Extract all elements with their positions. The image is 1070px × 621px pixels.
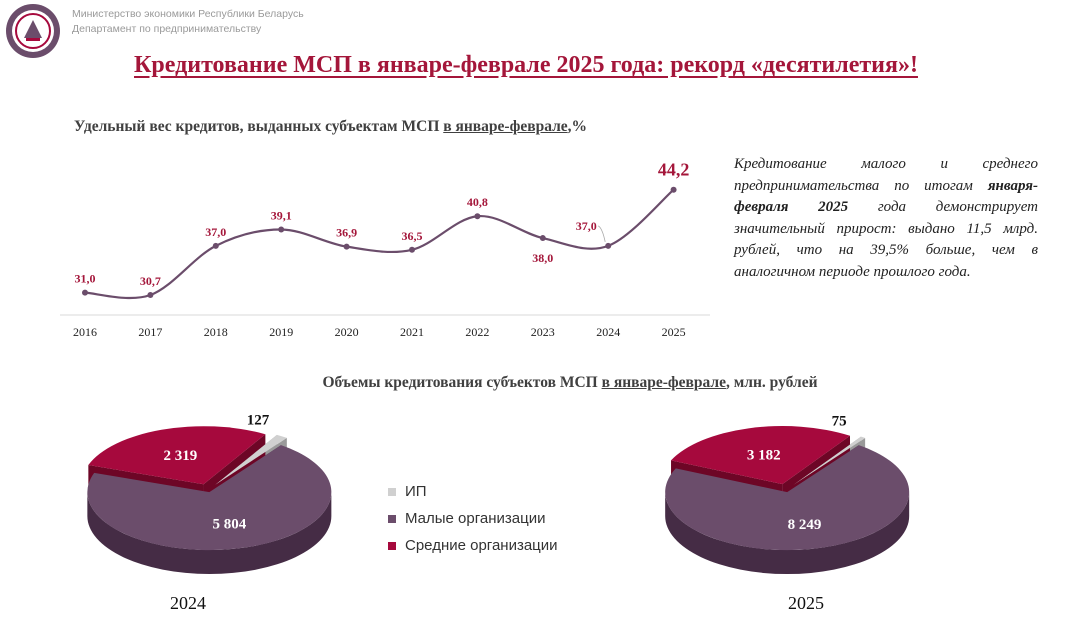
pie-legend: ИП Малые организации Средние организации <box>388 478 558 559</box>
summary-note: Кредитование малого и среднего предприни… <box>734 154 1038 283</box>
pie-value-label: 3 182 <box>747 447 781 463</box>
series-line <box>84 188 675 300</box>
pie-slice-top <box>215 434 287 485</box>
legend-item-small: Малые организации <box>388 505 558 532</box>
x-tick-label: 2017 <box>138 325 162 339</box>
data-label: 30,7 <box>140 274 161 288</box>
pie-slice-side <box>665 492 910 575</box>
data-point <box>474 213 481 220</box>
line-title-part-b: ,% <box>567 118 588 135</box>
legend-swatch-ip <box>388 487 396 496</box>
pie-title-part-a: Объемы кредитования субъектов МСП <box>322 374 602 391</box>
data-point <box>212 242 219 249</box>
data-label: 31,0 <box>75 272 96 286</box>
legend-item-medium: Средние организации <box>388 532 558 559</box>
line-title-underlined: в январе-феврале <box>443 118 568 135</box>
data-label: 44,2 <box>658 160 690 180</box>
data-point <box>147 292 154 298</box>
note-bold-period: января-февраля 2025 <box>734 177 1039 216</box>
pie-chart-2024: 5 804 2 319 127 <box>87 412 332 575</box>
pie-slice-top <box>793 436 866 485</box>
data-label: 36,5 <box>402 229 423 243</box>
pie-slice-top <box>671 426 850 485</box>
legend-swatch-medium <box>388 541 396 550</box>
data-point <box>343 243 350 250</box>
data-point <box>278 226 285 233</box>
pie-2024-year-label: 2024 <box>170 593 206 613</box>
legend-item-ip: ИП <box>388 478 558 505</box>
line-title-part-a: Удельный вес кредитов, выданных субъекта… <box>74 118 444 135</box>
pie-title-underlined: в январе-феврале <box>601 374 726 391</box>
pie-value-label: 2 319 <box>164 448 198 464</box>
x-tick-label: 2018 <box>204 325 228 339</box>
pie-slice-top <box>88 426 266 485</box>
data-point <box>670 186 677 193</box>
department-name: Департамент по предпринимательству <box>72 23 262 35</box>
pie-title-part-b: , млн. рублей <box>725 374 818 391</box>
legend-label-medium: Средние организации <box>405 537 558 554</box>
note-text-3: аналогичном периоде прошлого года. <box>734 263 971 280</box>
pie-value-label: 75 <box>832 413 847 429</box>
ministry-name: Министерство экономики Республики Белару… <box>72 8 304 20</box>
x-tick-label: 2020 <box>335 325 359 339</box>
pie-slice-top <box>665 445 910 551</box>
data-label: 37,0 <box>576 219 597 233</box>
note-text-2: года демонстрирует значительный прирост:… <box>734 199 1039 258</box>
x-tick-label: 2023 <box>531 325 555 339</box>
x-tick-label: 2024 <box>596 325 620 339</box>
ministry-logo <box>6 4 60 58</box>
legend-swatch-small <box>388 514 396 523</box>
data-point <box>605 242 612 249</box>
pie-value-label: 127 <box>247 412 270 428</box>
data-point <box>82 289 88 296</box>
legend-label-small: Малые организации <box>405 510 546 527</box>
note-text-1: Кредитование малого и среднего предприни… <box>734 156 1038 194</box>
x-tick-label: 2019 <box>269 325 293 339</box>
x-tick-label: 2021 <box>400 325 424 339</box>
x-tick-label: 2016 <box>73 325 97 339</box>
pie-value-label: 8 249 <box>788 517 822 533</box>
line-chart: 31,0 2016 30,7 2017 37,0 2018 39,1 2019 36,9 2020… <box>60 160 710 339</box>
data-point <box>539 235 546 242</box>
line-chart-title: Удельный вес кредитов, выданных субъекта… <box>74 118 587 136</box>
legend-label-ip: ИП <box>405 483 427 500</box>
data-label: 36,9 <box>336 226 357 240</box>
pie-slice-top <box>87 445 332 551</box>
x-tick-label: 2022 <box>465 325 489 339</box>
data-label: 38,0 <box>532 251 553 265</box>
data-label: 39,1 <box>271 208 292 222</box>
pie-slice-side <box>87 492 332 575</box>
data-label: 37,0 <box>205 225 226 239</box>
pie-chart-2025: 8 249 3 182 75 <box>665 413 910 575</box>
data-label: 40,8 <box>467 195 488 209</box>
pie-value-label: 5 804 <box>213 517 247 533</box>
x-tick-label: 2025 <box>662 325 686 339</box>
data-point <box>409 246 415 253</box>
page-title: Кредитование МСП в январе-феврале 2025 г… <box>134 52 918 78</box>
label-leader-line <box>597 225 606 242</box>
pie-2025-year-label: 2025 <box>788 593 824 613</box>
pie-charts-title: Объемы кредитования субъектов МСП в янва… <box>0 374 1070 392</box>
